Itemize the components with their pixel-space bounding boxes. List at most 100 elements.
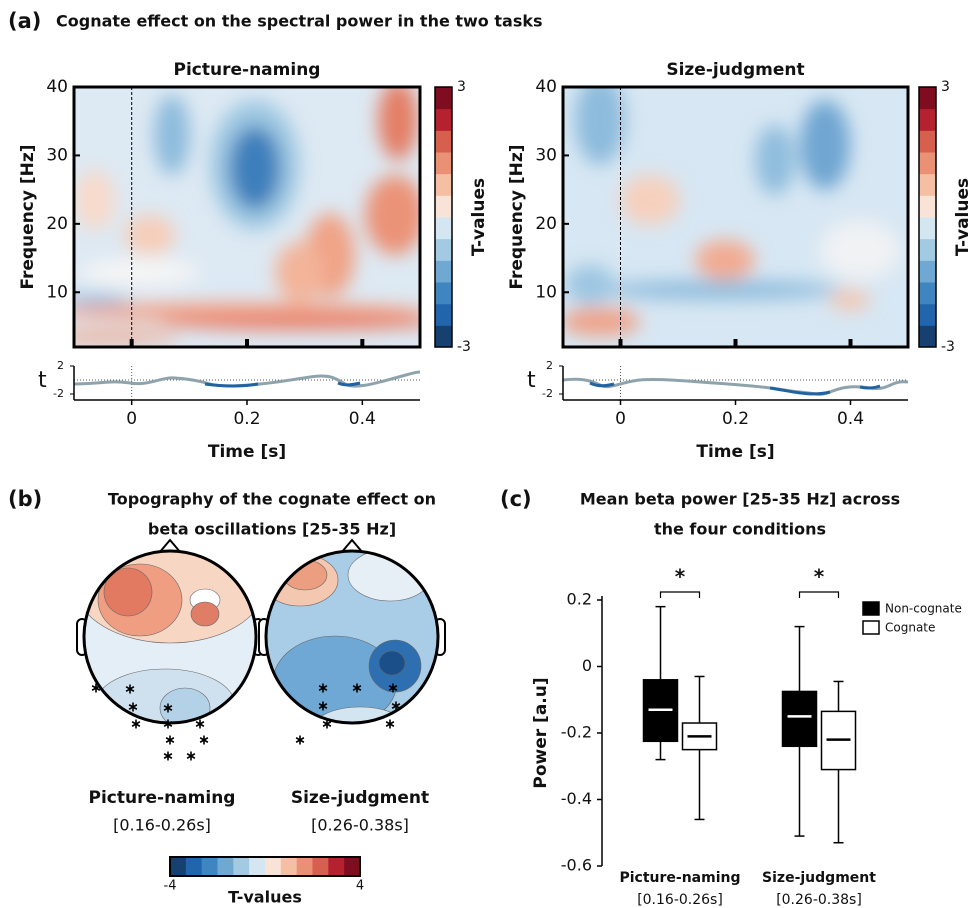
heatmap-region	[74, 331, 180, 343]
colorbar-tick-label: 3	[457, 79, 466, 95]
colorbar-tick-label: -4	[164, 879, 177, 894]
chart-title: Size-judgment	[666, 60, 804, 80]
heatmap-region	[75, 170, 115, 230]
panel-title: beta oscillations [25-35 Hz]	[148, 520, 396, 539]
colorbar-step	[435, 303, 452, 326]
heatmap-region	[565, 265, 615, 305]
x-tick-label: 0.2	[233, 409, 260, 429]
trace-tick-label: 2	[57, 359, 64, 372]
panel-title: the four conditions	[654, 520, 826, 539]
significant-electrode	[388, 683, 398, 693]
colorbar-step	[217, 857, 234, 876]
colorbar-frame	[169, 856, 361, 877]
significant-electrode	[128, 702, 138, 712]
legend-label: Cognate	[885, 621, 935, 635]
heatmap-region	[125, 215, 175, 255]
significant-electrode	[295, 735, 305, 745]
trace-significant	[589, 381, 615, 388]
colorbar-step	[280, 857, 298, 876]
heatmap-region	[229, 126, 281, 210]
significant-electrode	[195, 719, 205, 729]
significant-electrode	[163, 751, 173, 761]
heatmap-image	[74, 87, 420, 347]
colorbar-tick-label: -3	[941, 339, 955, 355]
x-axis-label: Time [s]	[208, 442, 286, 462]
heatmap-region	[755, 125, 795, 195]
colorbar-step	[435, 130, 452, 153]
colorbar-step	[296, 857, 313, 876]
significance-bracket	[798, 591, 840, 598]
topography	[84, 551, 256, 723]
significant-electrode	[318, 683, 328, 693]
heatmap-region	[820, 220, 900, 280]
panel-title: Topography of the cognate effect on	[108, 490, 436, 509]
trace-tick-label: -2	[542, 387, 553, 400]
topo-window: [0.26-0.38s]	[311, 816, 409, 835]
significant-electrode	[385, 719, 395, 729]
colorbar-step	[435, 260, 452, 283]
contour-region	[347, 551, 433, 602]
heatmap-region	[74, 295, 130, 305]
y-tick-label: 0	[582, 656, 592, 675]
colorbar-step	[435, 325, 452, 348]
colorbar-step	[919, 130, 936, 153]
trace-tick-label: -2	[53, 387, 64, 400]
trace-line	[73, 370, 421, 388]
colorbar-step	[919, 282, 936, 305]
colorbar-step	[919, 260, 936, 283]
significant-electrode	[91, 683, 101, 693]
heatmap-region	[154, 95, 190, 175]
x-tick-label: 0.2	[722, 409, 749, 429]
y-tick-label: 30	[535, 145, 557, 165]
colorbar-step	[201, 857, 218, 876]
y-axis-label: Frequency [Hz]	[18, 144, 38, 289]
y-tick-label: -0.6	[561, 856, 592, 875]
panel-label: (b)	[8, 487, 42, 511]
heatmap-region	[378, 87, 418, 160]
colorbar-step	[435, 282, 452, 305]
colorbar-step	[435, 173, 452, 196]
significant-electrode	[131, 719, 141, 729]
colorbar-step	[435, 108, 452, 131]
y-tick-label: 10	[46, 282, 68, 302]
heatmap-region	[620, 175, 680, 225]
colorbar-tick-label: 4	[356, 879, 364, 894]
y-tick-label: 40	[46, 77, 68, 97]
x-tick-label: 0.4	[837, 409, 864, 429]
heatmap-region	[695, 240, 755, 280]
y-tick-label: 40	[535, 77, 557, 97]
significant-electrode	[163, 719, 173, 729]
colorbar-step	[919, 195, 936, 218]
y-tick-label: -0.2	[561, 723, 592, 742]
trace-line	[562, 377, 909, 396]
panel-title: Mean beta power [25-35 Hz] across	[580, 490, 900, 509]
colorbar-label: T-values	[469, 178, 489, 256]
y-tick-label: -0.4	[561, 789, 592, 808]
significant-electrode	[199, 735, 209, 745]
box	[781, 690, 818, 748]
x-tick-label: 0	[615, 409, 626, 429]
head-outline	[264, 549, 440, 725]
panel-title: Cognate effect on the spectral power in …	[56, 12, 543, 31]
colorbar-step	[265, 857, 282, 876]
trace-significant	[769, 386, 831, 396]
category-label: Picture-naming	[619, 870, 740, 886]
panel-label: (c)	[500, 487, 532, 511]
heatmap-region	[563, 308, 640, 336]
topo-title: Picture-naming	[89, 788, 236, 808]
colorbar-step	[328, 857, 345, 876]
heatmap-region	[160, 314, 420, 330]
colorbar-step	[233, 857, 250, 876]
y-tick-label: 20	[46, 214, 68, 234]
colorbar-step	[435, 87, 452, 110]
topo-title: Size-judgment	[291, 788, 429, 808]
category-label: Size-judgment	[762, 870, 876, 886]
y-tick-label: 0.2	[567, 590, 592, 609]
trace-label: t	[38, 368, 47, 393]
heatmap-region	[600, 280, 840, 300]
colorbar-frame	[434, 86, 453, 348]
colorbar-step	[919, 152, 936, 175]
colorbar-step	[435, 195, 452, 218]
colorbar-step	[919, 108, 936, 131]
